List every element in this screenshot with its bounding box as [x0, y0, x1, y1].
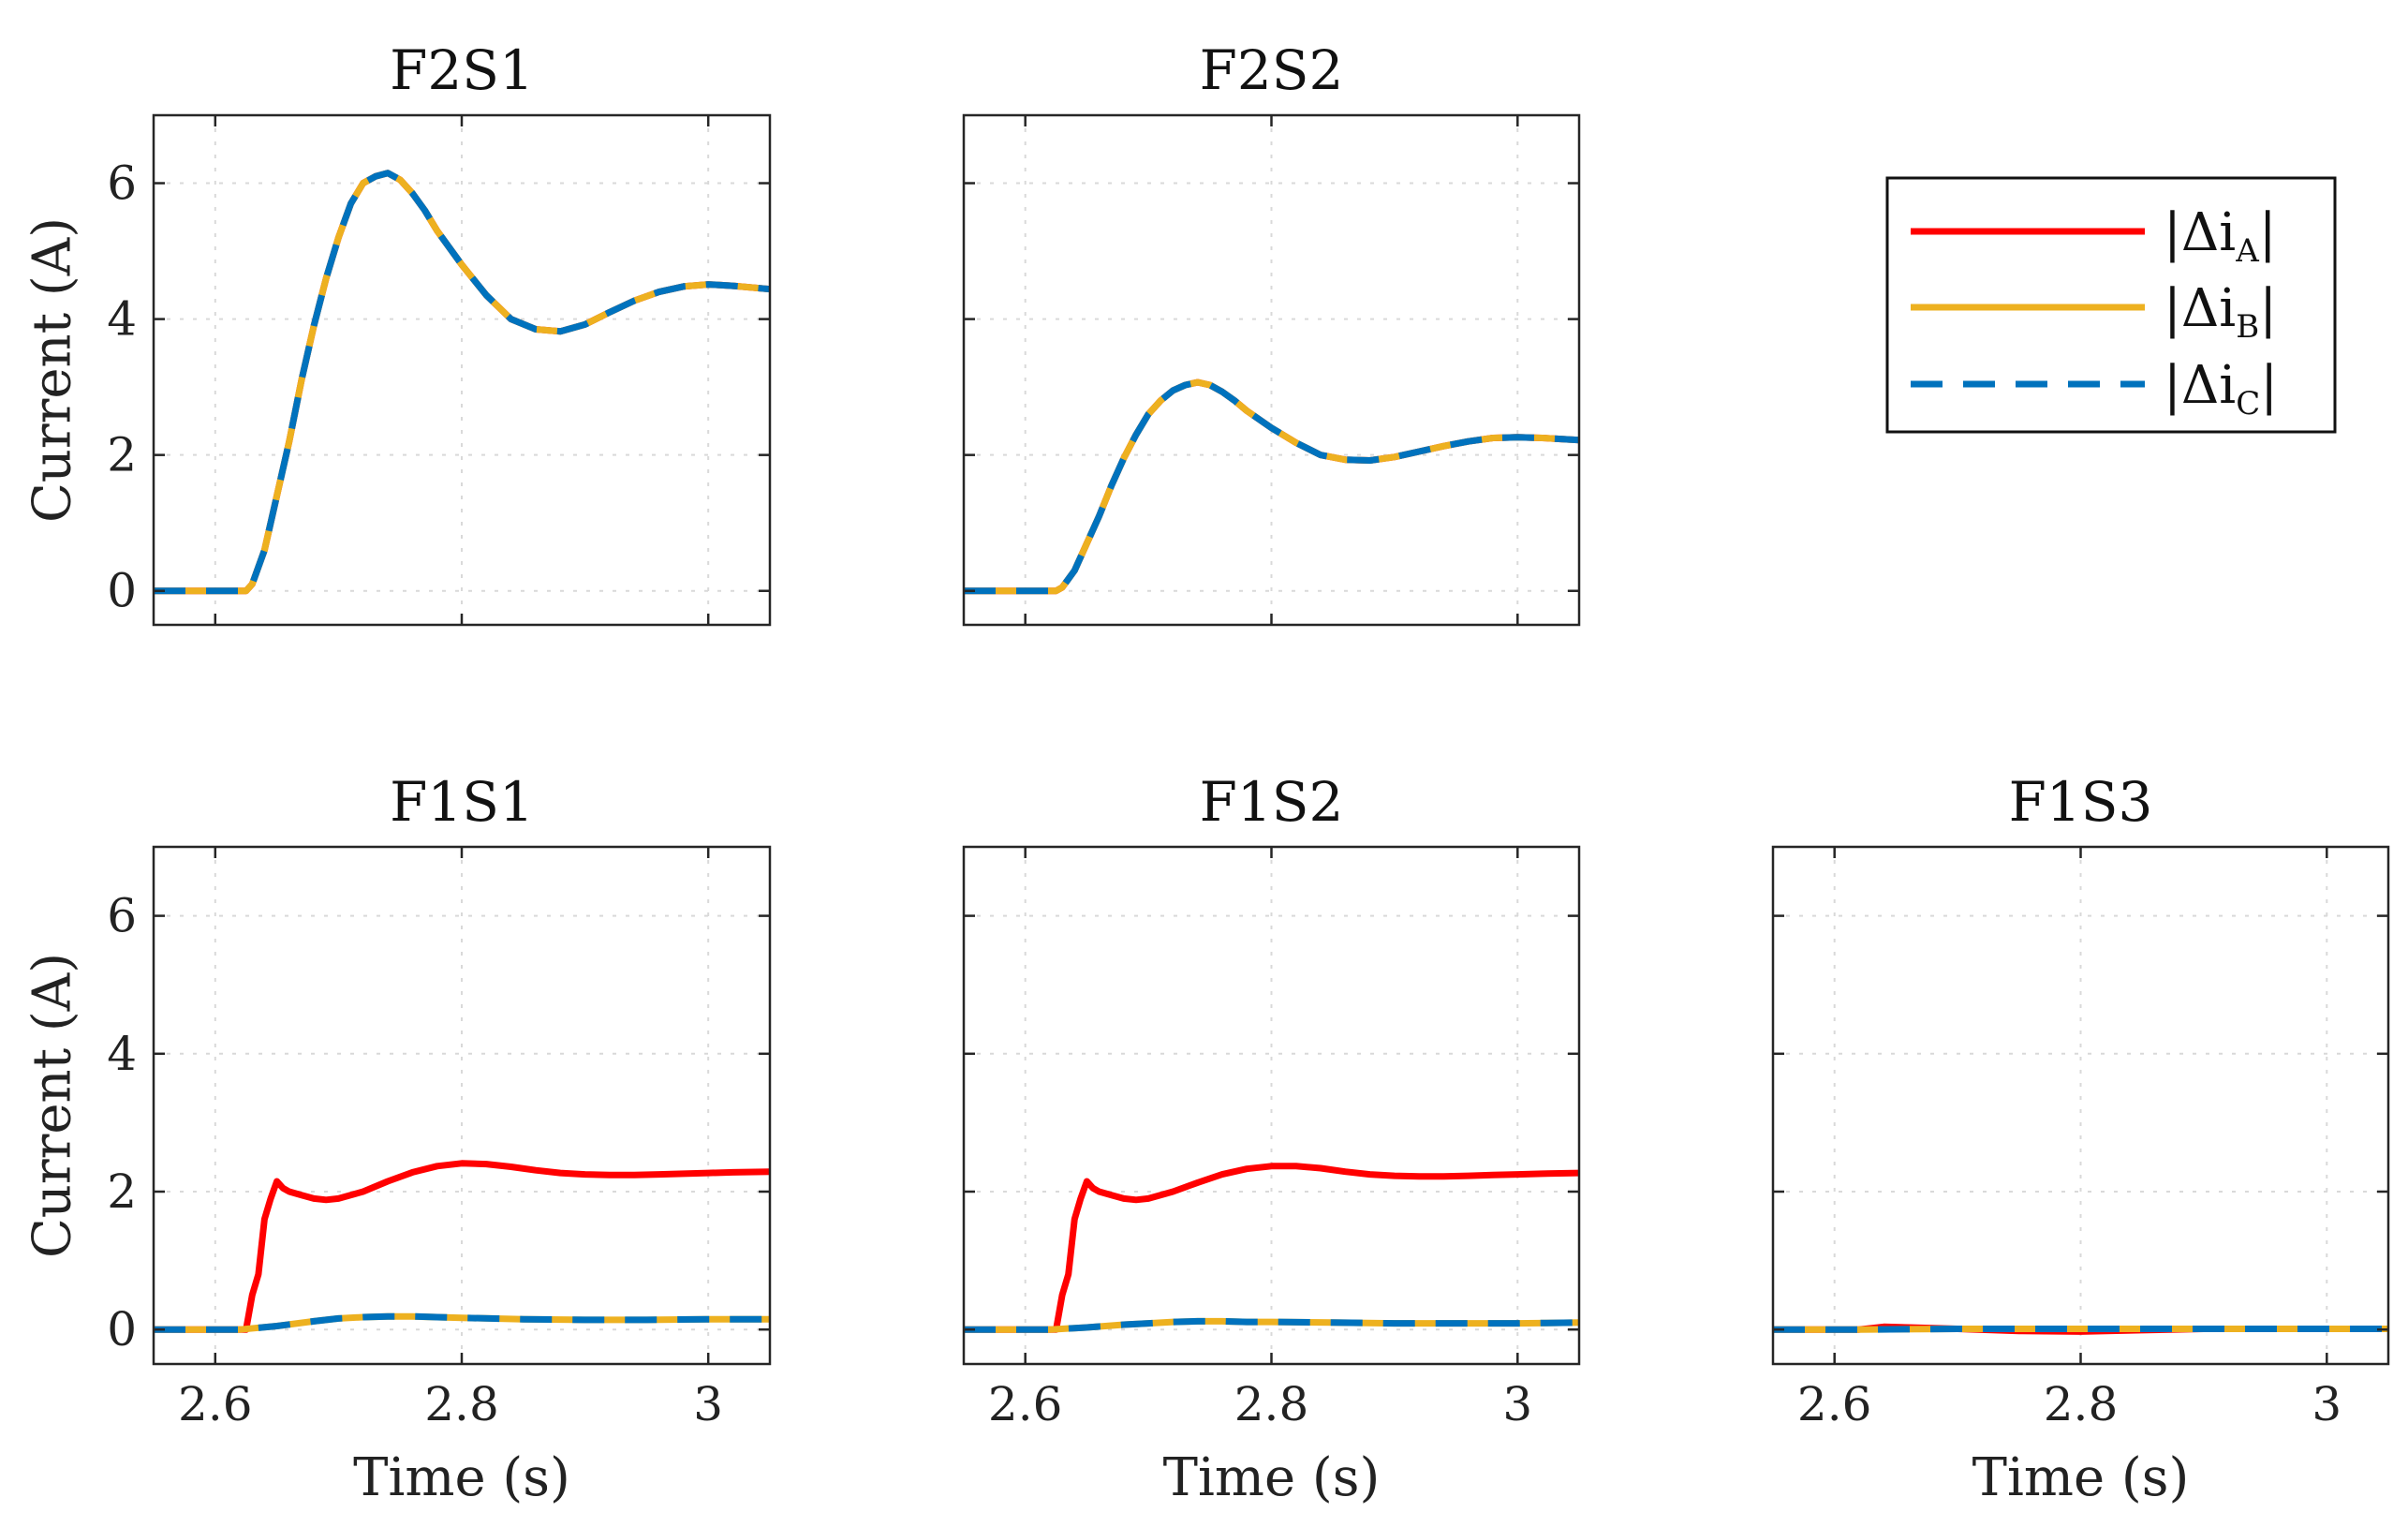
legend-symbol: |Δi [2164, 355, 2236, 416]
x-tick-label: 3 [2312, 1377, 2342, 1431]
x-tick-label: 2.6 [988, 1377, 1063, 1431]
x-axis-label: Time (s) [1163, 1447, 1381, 1508]
series-a-line [154, 1160, 770, 1333]
y-tick-label: 0 [107, 564, 137, 618]
plot-area [154, 115, 770, 625]
legend: |ΔiA||ΔiB||ΔiC| [1885, 176, 2337, 434]
legend-close: | [2259, 202, 2277, 263]
y-tick-label: 4 [107, 1027, 137, 1081]
legend-close: | [2259, 278, 2277, 339]
panel-f1s2: 2.6 2.8 3 Time (s) F1S2 [962, 770, 1581, 1508]
x-axis-label: Time (s) [1972, 1447, 2190, 1508]
panel-title: F2S2 [1200, 38, 1344, 102]
legend-label-c: |ΔiC| [2164, 355, 2278, 423]
legend-subscript: A [2235, 232, 2259, 270]
plot-area [964, 115, 1579, 625]
y-tick-label: 6 [107, 889, 137, 943]
series-group [964, 378, 1579, 595]
panel-title: F1S3 [2009, 770, 2153, 834]
plot-area [1773, 847, 2388, 1364]
series-group [964, 1163, 1579, 1333]
series-c-line [964, 1317, 1579, 1333]
x-tick-label: 2.6 [178, 1377, 253, 1431]
x-tick-label: 2.8 [1234, 1377, 1309, 1431]
series-c-line [154, 1312, 770, 1333]
y-axis-label: Current (A) [22, 217, 83, 523]
y-tick-label: 0 [107, 1302, 137, 1357]
panel-f2s1: 0 2 4 6 Current (A) F2S1 [22, 38, 772, 627]
series-c-line [964, 378, 1579, 595]
x-tick-label: 2.6 [1797, 1377, 1872, 1431]
series-c-line [1773, 1326, 2388, 1333]
series-group [1773, 1323, 2388, 1335]
y-tick-label: 4 [107, 292, 137, 347]
plot-area [154, 847, 770, 1364]
x-tick-label: 2.8 [2044, 1377, 2119, 1431]
panel-f1s3: 2.6 2.8 3 Time (s) F1S3 [1771, 770, 2390, 1508]
x-tick-label: 2.8 [424, 1377, 499, 1431]
legend-subscript: B [2236, 308, 2259, 346]
legend-symbol: |Δi [2164, 278, 2236, 339]
panel-f1s1: 2.6 2.8 3 0 2 4 6 Time (s) Current (A) F1S1 [22, 770, 772, 1508]
series-a-line [964, 1163, 1579, 1333]
y-tick-label: 2 [107, 1164, 137, 1219]
panel-title: F1S1 [390, 770, 534, 834]
series-b-line [1773, 1326, 2388, 1333]
plot-area [964, 847, 1579, 1364]
x-tick-label: 3 [693, 1377, 723, 1431]
legend-symbol: |Δi [2164, 202, 2236, 263]
legend-label-a: |ΔiA| [2164, 202, 2277, 270]
legend-label-b: |ΔiB| [2164, 278, 2277, 346]
panel-title: F1S2 [1200, 770, 1344, 834]
series-c-line [154, 170, 770, 595]
x-tick-label: 3 [1502, 1377, 1532, 1431]
legend-subscript: C [2236, 385, 2260, 423]
y-tick-label: 6 [107, 156, 137, 211]
series-group [154, 170, 770, 595]
y-axis-label: Current (A) [22, 953, 83, 1258]
panel-title: F2S1 [390, 38, 534, 102]
panel-f2s2: F2S2 [962, 38, 1581, 627]
y-tick-label: 2 [107, 428, 137, 482]
series-group [154, 1160, 770, 1333]
legend-close: | [2260, 355, 2278, 416]
x-axis-label: Time (s) [353, 1447, 570, 1508]
